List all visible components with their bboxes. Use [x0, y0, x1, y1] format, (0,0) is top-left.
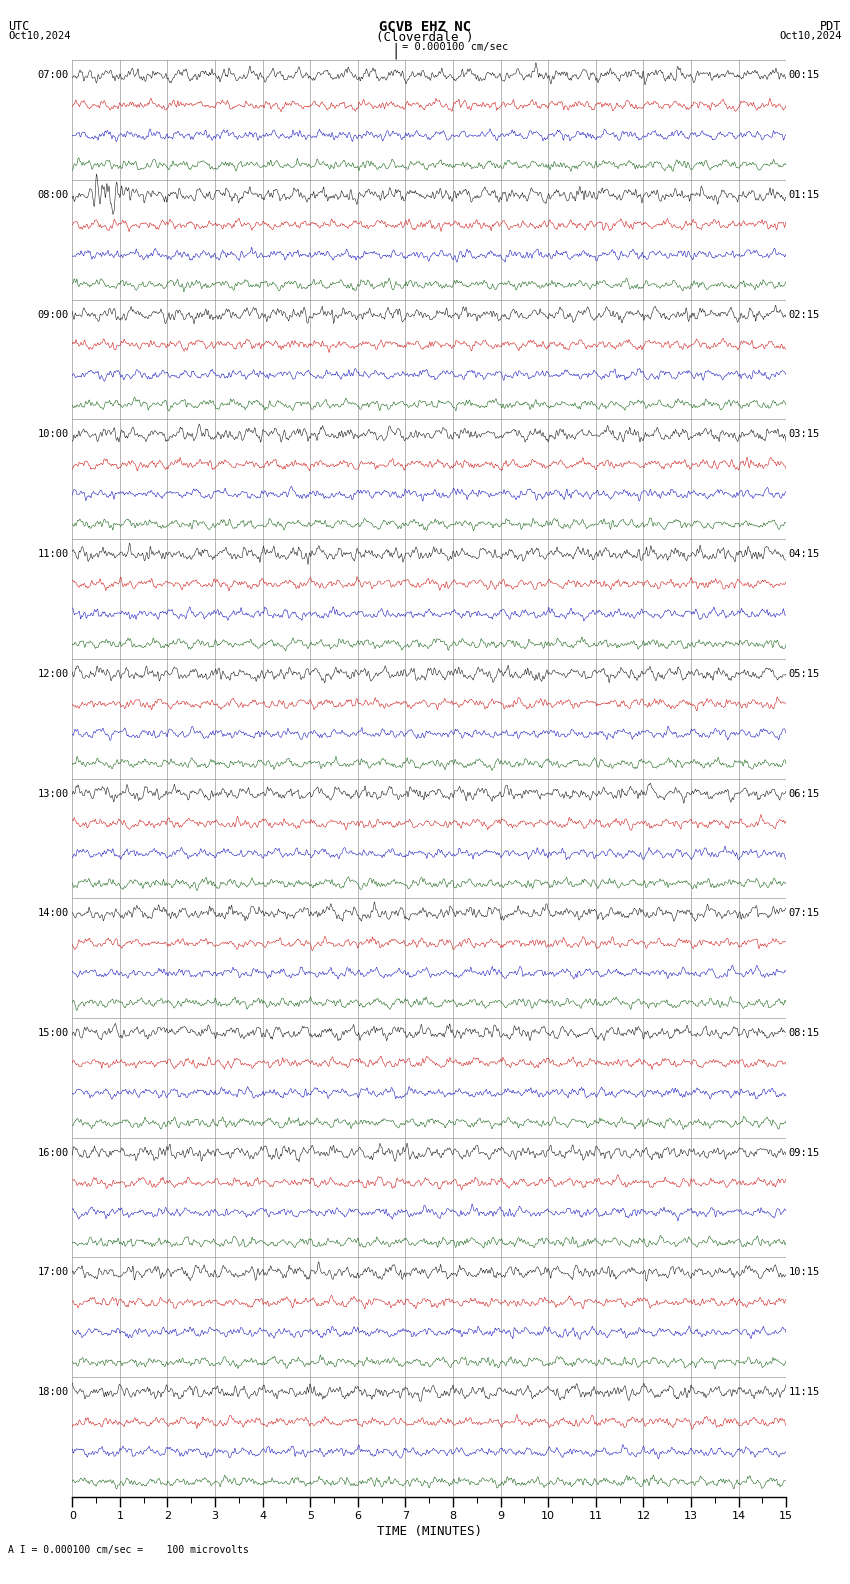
Text: 15:00: 15:00 — [37, 1028, 69, 1038]
Text: PDT: PDT — [820, 19, 842, 33]
Text: 10:00: 10:00 — [37, 429, 69, 439]
Text: 09:00: 09:00 — [37, 309, 69, 320]
Text: 00:15: 00:15 — [789, 70, 819, 81]
Text: 16:00: 16:00 — [37, 1148, 69, 1158]
Text: 11:15: 11:15 — [789, 1388, 819, 1397]
Text: 09:15: 09:15 — [789, 1148, 819, 1158]
Text: Oct10,2024: Oct10,2024 — [8, 30, 71, 41]
Text: 11:00: 11:00 — [37, 550, 69, 559]
Text: 01:15: 01:15 — [789, 190, 819, 200]
Text: 12:00: 12:00 — [37, 668, 69, 680]
Text: = 0.000100 cm/sec: = 0.000100 cm/sec — [402, 41, 508, 52]
Text: 08:15: 08:15 — [789, 1028, 819, 1038]
Text: 04:15: 04:15 — [789, 550, 819, 559]
Text: GCVB EHZ NC: GCVB EHZ NC — [379, 19, 471, 33]
Text: UTC: UTC — [8, 19, 30, 33]
Text: │: │ — [391, 41, 399, 59]
Text: 07:00: 07:00 — [37, 70, 69, 81]
Text: 14:00: 14:00 — [37, 908, 69, 919]
Text: (Cloverdale ): (Cloverdale ) — [377, 30, 473, 44]
Text: 07:15: 07:15 — [789, 908, 819, 919]
Text: 17:00: 17:00 — [37, 1267, 69, 1277]
Text: 06:15: 06:15 — [789, 789, 819, 798]
Text: 05:15: 05:15 — [789, 668, 819, 680]
Text: 03:15: 03:15 — [789, 429, 819, 439]
X-axis label: TIME (MINUTES): TIME (MINUTES) — [377, 1525, 482, 1538]
Text: 10:15: 10:15 — [789, 1267, 819, 1277]
Text: 18:00: 18:00 — [37, 1388, 69, 1397]
Text: Oct10,2024: Oct10,2024 — [779, 30, 842, 41]
Text: A I = 0.000100 cm/sec =    100 microvolts: A I = 0.000100 cm/sec = 100 microvolts — [8, 1546, 249, 1555]
Text: 13:00: 13:00 — [37, 789, 69, 798]
Text: 08:00: 08:00 — [37, 190, 69, 200]
Text: 02:15: 02:15 — [789, 309, 819, 320]
